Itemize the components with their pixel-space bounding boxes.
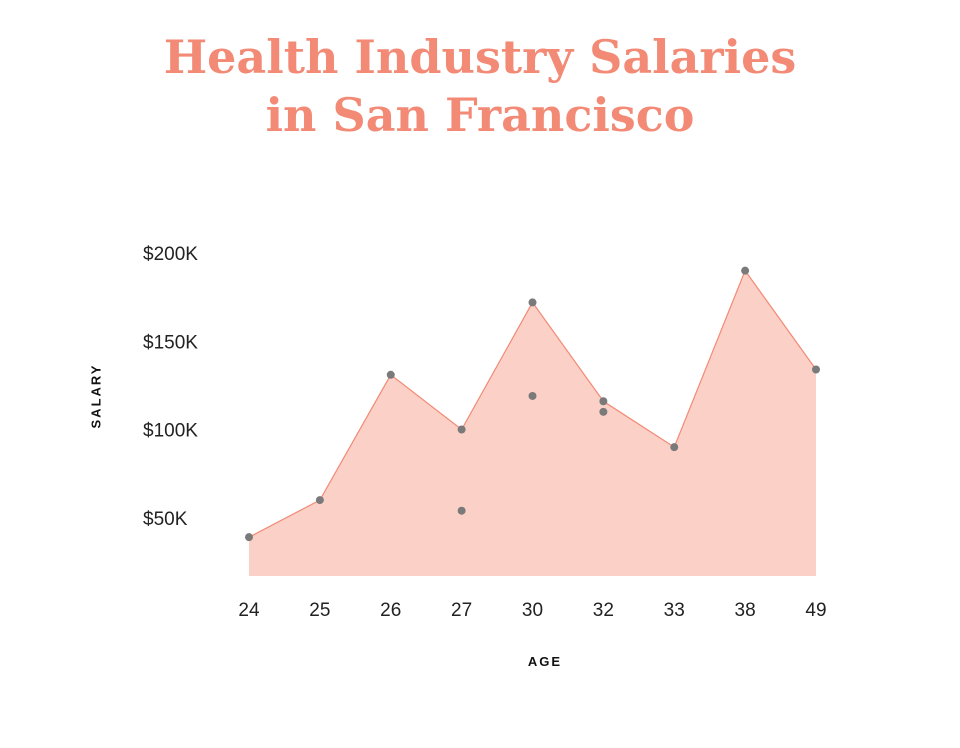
series-area — [249, 270, 816, 576]
x-tick-label: 33 — [664, 600, 685, 621]
x-tick-label: 30 — [522, 600, 543, 621]
extra-data-point — [457, 506, 466, 515]
x-tick-label: 49 — [805, 600, 826, 621]
data-point — [741, 266, 750, 275]
x-tick-label: 38 — [735, 600, 756, 621]
y-tick-label: $50K — [143, 509, 188, 530]
y-tick-label: $100K — [143, 421, 198, 442]
data-point — [315, 496, 324, 505]
extra-data-point — [599, 407, 608, 416]
x-tick-label: 32 — [593, 600, 614, 621]
x-axis-label: AGE — [527, 654, 563, 669]
chart-title: Health Industry Salaries in San Francisc… — [0, 28, 960, 144]
x-tick-label: 25 — [309, 600, 330, 621]
x-tick-label: 27 — [451, 600, 472, 621]
y-tick-label: $200K — [143, 244, 198, 265]
extra-data-point — [528, 391, 537, 400]
x-tick-label: 26 — [380, 600, 401, 621]
data-point — [457, 425, 466, 434]
data-point — [245, 533, 253, 542]
x-tick-label: 24 — [238, 600, 260, 621]
data-point — [386, 370, 395, 379]
y-tick-label: $150K — [143, 332, 198, 353]
chart-title-line-1: Health Industry Salaries — [163, 30, 797, 84]
chart-title-line-2: in San Francisco — [265, 88, 695, 142]
data-point — [599, 397, 608, 406]
data-point — [812, 365, 820, 374]
data-point — [528, 298, 537, 307]
data-point — [670, 443, 679, 452]
